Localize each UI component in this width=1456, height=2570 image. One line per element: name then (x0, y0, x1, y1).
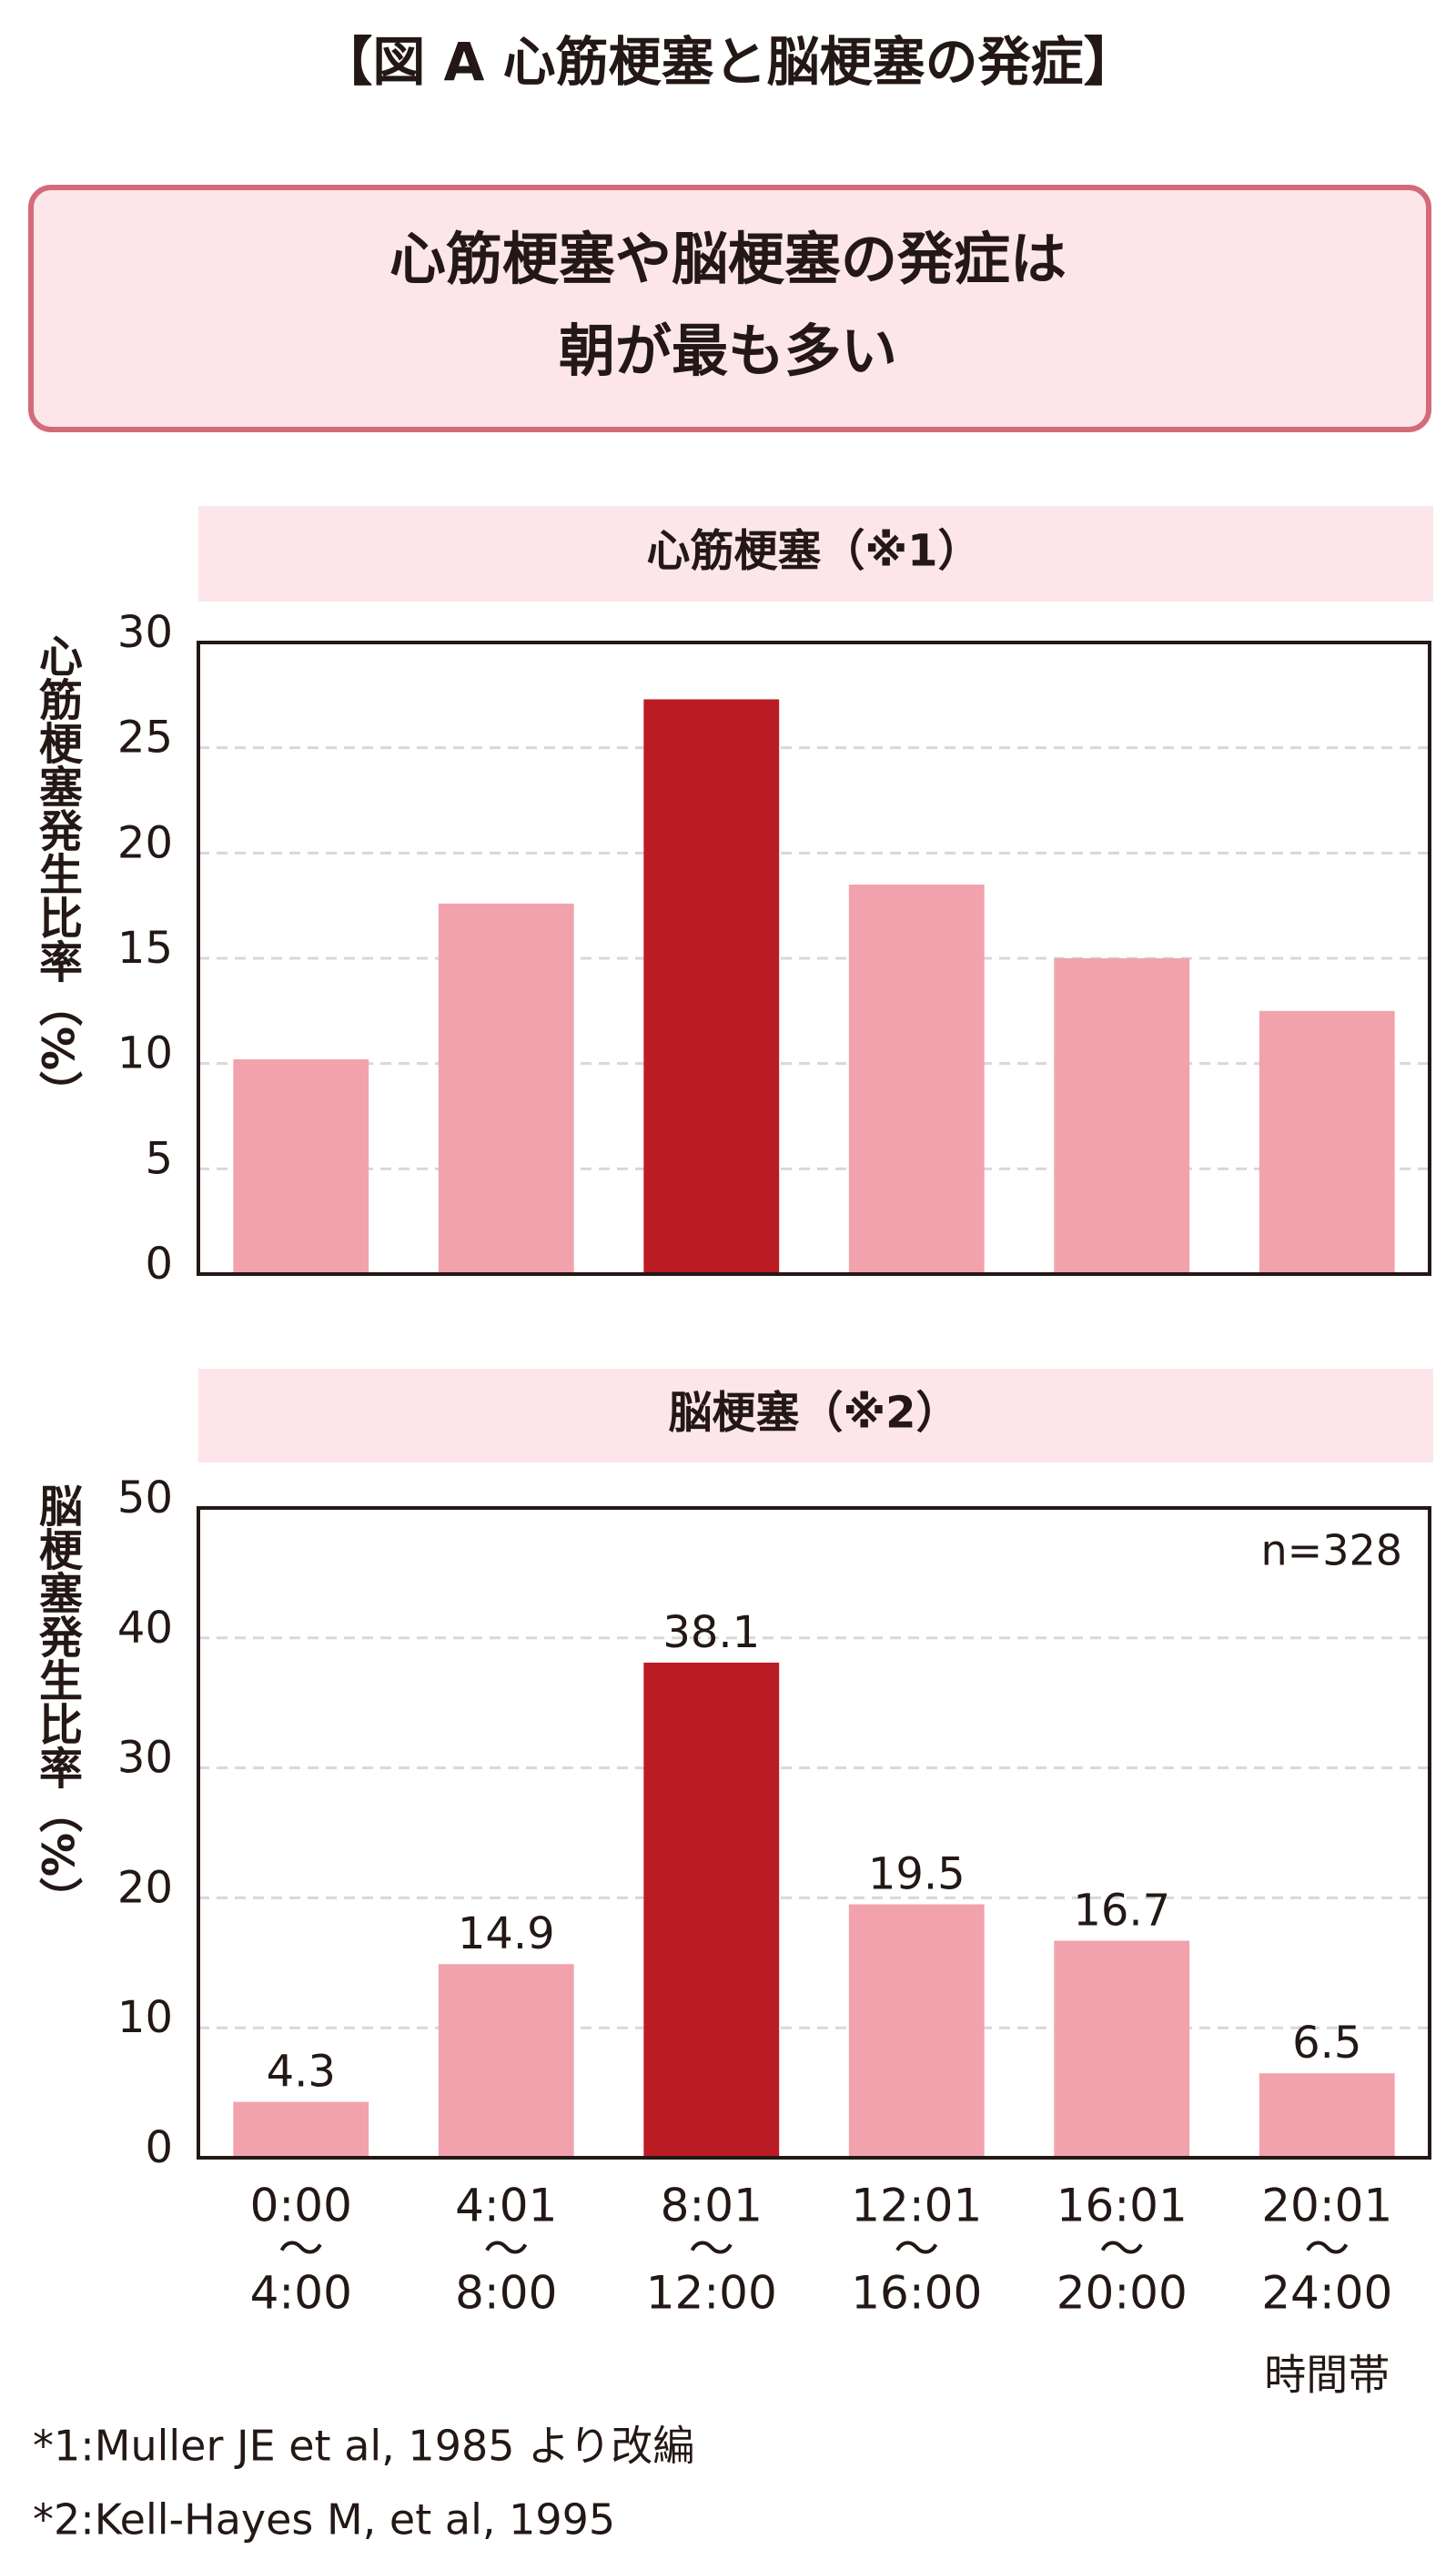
annotation: n=328 (1261, 1526, 1403, 1575)
value-label: 16.7 (1073, 1886, 1170, 1937)
x-tick-label: 16:00 (851, 2267, 982, 2320)
x-tick-label: 4:01 (455, 2180, 557, 2232)
x-tick-label: 〜 (483, 2223, 529, 2276)
plot-frame (197, 1506, 1431, 2160)
y-tick-label: 25 (117, 713, 173, 764)
x-tick-label: 〜 (1304, 2223, 1350, 2276)
y-tick-label: 10 (117, 1028, 173, 1079)
x-axis-label: 時間帯 (1264, 2351, 1390, 2400)
y-tick-label: 0 (145, 2122, 173, 2173)
y-tick-label: 40 (117, 1603, 173, 1654)
bar (848, 885, 985, 1274)
bar (438, 1964, 574, 2158)
callout-text: 朝が最も多い (559, 318, 897, 384)
bar (233, 2101, 369, 2158)
bar (643, 699, 780, 1274)
bar (643, 1662, 780, 2158)
x-tick-label: 〜 (894, 2223, 939, 2276)
value-label: 14.9 (458, 1908, 555, 1959)
footnote: *2:Kell-Hayes M, et al, 1995 (33, 2495, 615, 2545)
value-label: 19.5 (868, 1849, 966, 1900)
y-tick-label: 10 (117, 1992, 173, 2043)
x-tick-label: 〜 (278, 2223, 324, 2276)
chart-title-band (198, 506, 1433, 602)
bar (848, 1904, 985, 2158)
y-tick-label: 15 (117, 923, 173, 974)
x-tick-label: 12:00 (646, 2267, 777, 2320)
x-tick-label: 0:00 (250, 2180, 352, 2232)
y-tick-label: 0 (145, 1239, 173, 1290)
callout-text: 心筋梗塞や脳梗塞の発症は (389, 226, 1067, 292)
chart-title: 心筋梗塞（※1） (646, 526, 981, 577)
chart-title: 脳梗塞（※2） (668, 1388, 959, 1439)
x-tick-label: 20:00 (1057, 2267, 1188, 2320)
x-tick-label: 20:01 (1261, 2180, 1392, 2232)
footnote: *1:Muller JE et al, 1985 より改編 (33, 2422, 694, 2471)
bar (1054, 1940, 1190, 2158)
x-tick-label: 8:00 (455, 2267, 557, 2320)
x-tick-label: 4:00 (250, 2267, 352, 2320)
y-axis-label: 脳梗塞発生比率（%） (31, 1483, 83, 1920)
y-axis-label: 心筋梗塞発生比率（%） (31, 633, 83, 1114)
value-label: 4.3 (267, 2047, 336, 2098)
bar (233, 1059, 369, 1274)
bar (438, 903, 574, 1274)
x-tick-label: 24:00 (1261, 2267, 1392, 2320)
plot-frame (197, 641, 1431, 1276)
y-tick-label: 5 (145, 1133, 173, 1184)
x-tick-label: 16:01 (1057, 2180, 1188, 2232)
y-tick-label: 30 (117, 607, 173, 658)
x-tick-label: 〜 (1099, 2223, 1145, 2276)
y-tick-label: 20 (117, 1862, 173, 1913)
value-label: 38.1 (662, 1607, 760, 1658)
bar (1054, 958, 1190, 1274)
bar (1259, 1010, 1395, 1274)
y-tick-label: 30 (117, 1733, 173, 1784)
chart-title-band (198, 1369, 1433, 1462)
value-label: 6.5 (1292, 2018, 1361, 2069)
y-tick-label: 20 (117, 817, 173, 868)
callout-box (28, 185, 1431, 432)
x-tick-label: 12:01 (851, 2180, 982, 2232)
page-title: 【図 A 心筋梗塞と脳梗塞の発症】 (319, 31, 1136, 93)
x-tick-label: 〜 (689, 2223, 734, 2276)
bar (1259, 2073, 1395, 2158)
x-tick-label: 8:01 (661, 2180, 763, 2232)
y-tick-label: 50 (117, 1472, 173, 1523)
